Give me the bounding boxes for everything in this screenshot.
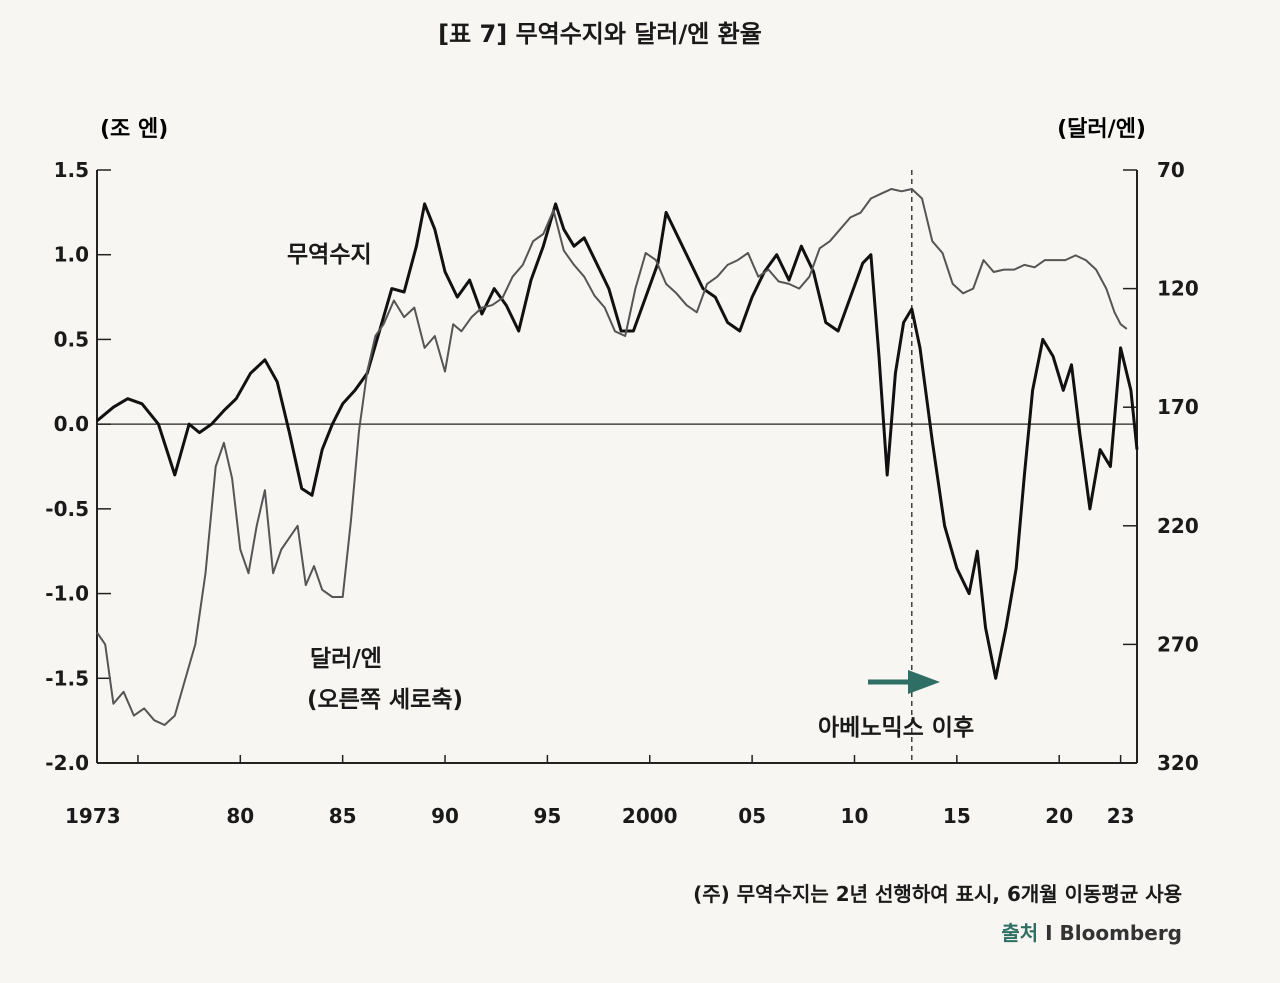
source-separator: I — [1045, 921, 1053, 945]
x-tick-label: 2000 — [622, 804, 678, 828]
x-tick-label: 23 — [1107, 804, 1135, 828]
source-line: 출처 I Bloomberg — [1001, 917, 1182, 946]
left-tick-label: 1.0 — [54, 243, 89, 267]
right-tick-label: 70 — [1157, 158, 1185, 182]
right-tick-label: 170 — [1157, 395, 1199, 419]
axes — [96, 170, 1138, 764]
x-tick-label: 15 — [943, 804, 971, 828]
source-label: 출처 — [1001, 921, 1039, 945]
x-tick-label: 80 — [226, 804, 254, 828]
right-tick-label: 270 — [1157, 632, 1199, 656]
left-tick-label: -0.5 — [45, 497, 89, 521]
x-tick-label: 90 — [431, 804, 459, 828]
right-axis-ticks: 70 120 170 220 270 320 — [1123, 158, 1199, 775]
chart-title: [표 7] 무역수지와 달러/엔 환율 — [438, 20, 762, 48]
trade-balance-line — [96, 202, 1139, 680]
usdjpy-line — [96, 188, 1128, 726]
left-tick-label: 0.5 — [54, 327, 89, 351]
left-tick-label: -1.5 — [45, 666, 89, 690]
right-tick-label: 120 — [1157, 277, 1199, 301]
right-tick-label: 320 — [1157, 751, 1199, 775]
left-tick-label: 1.5 — [54, 158, 89, 182]
x-axis-ticks: 1973 80 85 90 95 2000 05 10 15 20 23 — [65, 755, 1135, 828]
left-axis-ticks: 1.5 1.0 0.5 0.0 -0.5 -1.0 -1.5 -2.0 — [45, 158, 111, 775]
source-name: Bloomberg — [1059, 921, 1182, 945]
x-tick-label: 1973 — [65, 804, 121, 828]
x-tick-label: 95 — [533, 804, 561, 828]
abenomics-label: 아베노믹스 이후 — [818, 715, 974, 741]
left-tick-label: -2.0 — [45, 751, 89, 775]
usdjpy-label: 달러/엔 — [310, 646, 382, 672]
left-tick-label: 0.0 — [54, 412, 89, 436]
right-axis-unit: (달러/엔) — [1057, 117, 1146, 142]
usdjpy-axis-note: (오른쪽 세로축) — [307, 687, 463, 713]
x-tick-label: 05 — [738, 804, 766, 828]
left-axis-unit: (조 엔) — [100, 117, 168, 142]
x-tick-label: 85 — [329, 804, 357, 828]
x-tick-label: 20 — [1045, 804, 1073, 828]
right-tick-label: 220 — [1157, 514, 1199, 538]
chart-footnote: (주) 무역수지는 2년 선행하여 표시, 6개월 이동평균 사용 — [693, 882, 1182, 906]
series-group — [96, 188, 1139, 726]
left-tick-label: -1.0 — [45, 582, 89, 606]
abenomics-arrow-icon — [868, 670, 940, 694]
trade-balance-label: 무역수지 — [287, 242, 372, 268]
x-tick-label: 10 — [841, 804, 869, 828]
